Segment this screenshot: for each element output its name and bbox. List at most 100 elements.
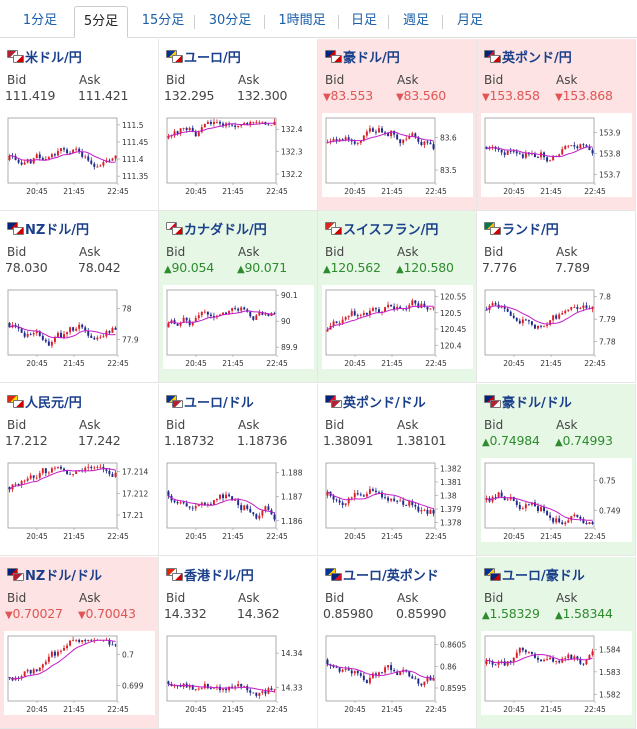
rate-card[interactable]: カナダドル/円 Bid Ask ▲90.054 ▲90.071 90.1 90 89.9 20:… xyxy=(159,211,318,383)
candle-body xyxy=(561,313,564,315)
pair-title[interactable]: スイスフラン/円 xyxy=(325,219,439,238)
candlestick-chart[interactable]: 1.382 1.381 1.38 1.379 1.378 20:45 21:45 22:45 xyxy=(322,458,473,542)
bid-label: Bid xyxy=(7,73,27,87)
candlestick-chart[interactable]: 0.75 0.749 20:45 21:45 22:45 xyxy=(481,458,632,542)
y-tick-label: 1.186 xyxy=(281,517,303,526)
rate-card[interactable]: ユーロ/豪ドル Bid Ask ▲1.58329 ▲1.58344 1.584 1.583 1… xyxy=(477,557,636,729)
pair-name[interactable]: 人民元/円 xyxy=(25,396,82,411)
pair-title[interactable]: 人民元/円 xyxy=(7,392,82,411)
pair-name[interactable]: 英ポンド/円 xyxy=(502,51,572,66)
candlestick-chart[interactable]: 14.34 14.33 20:45 21:45 22:45 xyxy=(163,631,314,715)
tab-separator xyxy=(442,15,443,29)
candlestick-chart[interactable]: 120.55 120.5 120.45 120.4 20:45 21:45 22:45 xyxy=(322,285,473,369)
rate-card[interactable]: NZドル/ドル Bid Ask ▼0.70027 ▼0.70043 0.7 0.699 20:… xyxy=(0,557,159,729)
pair-name[interactable]: 英ポンド/ドル xyxy=(343,396,426,411)
pair-name[interactable]: ユーロ/豪ドル xyxy=(502,569,585,584)
candlestick-chart[interactable]: 83.6 83.5 20:45 21:45 22:45 xyxy=(322,113,473,197)
candlestick-chart[interactable]: 132.4 132.3 132.2 20:45 21:45 22:45 xyxy=(163,113,314,197)
pair-title[interactable]: 豪ドル/円 xyxy=(325,47,400,66)
candle-body xyxy=(102,336,105,338)
x-tick-label: 21:45 xyxy=(540,187,562,196)
bid-value: 132.295 xyxy=(164,88,214,103)
flag-us-icon xyxy=(7,50,18,58)
pair-name[interactable]: 豪ドル/円 xyxy=(343,51,400,66)
candlestick-chart[interactable]: 78 77.9 20:45 21:45 22:45 xyxy=(4,285,155,369)
pair-title[interactable]: NZドル/円 xyxy=(7,219,90,238)
tab-7[interactable]: 月足 xyxy=(456,13,483,28)
candlestick-chart[interactable]: 0.8605 0.86 0.8595 20:45 21:45 22:45 xyxy=(322,631,473,715)
pair-title[interactable]: NZドル/ドル xyxy=(7,565,103,584)
candle-body xyxy=(75,328,78,331)
tab-0[interactable]: 1分足 xyxy=(22,13,58,28)
tab-1[interactable]: 5分足 xyxy=(74,6,128,38)
pair-title[interactable]: ランド/円 xyxy=(484,219,559,238)
currency-flags-icon xyxy=(166,568,183,581)
pair-name[interactable]: 米ドル/円 xyxy=(25,51,82,66)
pair-title[interactable]: ユーロ/円 xyxy=(166,47,241,66)
pair-name[interactable]: NZドル/ドル xyxy=(25,569,103,584)
candlestick-chart[interactable]: 17.214 17.212 17.21 20:45 21:45 22:45 xyxy=(4,458,155,542)
rate-card[interactable]: 人民元/円 Bid Ask 17.212 17.242 17.214 17.212 17.21… xyxy=(0,384,159,556)
ask-label: Ask xyxy=(238,245,260,259)
pair-title[interactable]: 豪ドル/ドル xyxy=(484,392,572,411)
candlestick-chart[interactable]: 1.188 1.187 1.186 20:45 21:45 22:45 xyxy=(163,458,314,542)
pair-title[interactable]: 米ドル/円 xyxy=(7,47,82,66)
pair-name[interactable]: ユーロ/ドル xyxy=(184,396,254,411)
candle-body xyxy=(335,667,338,669)
candlestick-chart[interactable]: 153.9 153.8 153.7 20:45 21:45 22:45 xyxy=(481,113,632,197)
candlestick-chart[interactable]: 111.5 111.45 111.4 111.35 20:45 21:45 22:45 xyxy=(4,113,155,197)
pair-title[interactable]: 英ポンド/円 xyxy=(484,47,572,66)
pair-name[interactable]: 香港ドル/円 xyxy=(184,569,254,584)
tab-4[interactable]: 1時間足 xyxy=(278,13,326,28)
pair-title[interactable]: ユーロ/豪ドル xyxy=(484,565,585,584)
tab-3[interactable]: 30分足 xyxy=(208,13,252,28)
candle-body xyxy=(512,151,515,153)
rate-card[interactable]: 香港ドル/円 Bid Ask 14.332 14.362 14.34 14.33 20:45 2… xyxy=(159,557,318,729)
rate-card[interactable]: ユーロ/円 Bid Ask 132.295 132.300 132.4 132.3 132.2… xyxy=(159,39,318,211)
rate-card[interactable]: NZドル/円 Bid Ask 78.030 78.042 78 77.9 20:45 21:45… xyxy=(0,211,159,383)
rate-card[interactable]: 豪ドル/ドル Bid Ask ▲0.74984 ▲0.74993 0.75 0.749 20:… xyxy=(477,384,636,556)
rate-card[interactable]: 米ドル/円 Bid Ask 111.419 111.421 111.5 111.45 111.… xyxy=(0,39,159,211)
pair-name[interactable]: NZドル/円 xyxy=(25,223,90,238)
candle-body xyxy=(47,472,50,474)
candle-body xyxy=(390,130,393,137)
candle-body xyxy=(252,512,255,515)
pair-name[interactable]: カナダドル/円 xyxy=(184,223,267,238)
rate-card[interactable]: 英ポンド/円 Bid Ask ▼153.858 ▼153.868 153.9 153.8 15… xyxy=(477,39,636,211)
pair-title[interactable]: ユーロ/ドル xyxy=(166,392,254,411)
pair-name[interactable]: ランド/円 xyxy=(502,223,559,238)
pair-title[interactable]: カナダドル/円 xyxy=(166,219,267,238)
pair-name[interactable]: スイスフラン/円 xyxy=(343,223,439,238)
pair-name[interactable]: ユーロ/円 xyxy=(184,51,241,66)
tab-2[interactable]: 15分足 xyxy=(141,13,185,28)
candle-body xyxy=(212,687,215,689)
candlestick-chart[interactable]: 1.584 1.583 1.582 20:45 21:45 22:45 xyxy=(481,631,632,715)
pair-title[interactable]: 英ポンド/ドル xyxy=(325,392,426,411)
y-tick-label: 120.4 xyxy=(440,341,462,350)
bid-price: 17.212 xyxy=(5,433,48,448)
pair-title[interactable]: ユーロ/英ポンド xyxy=(325,565,439,584)
x-tick-label: 21:45 xyxy=(381,359,403,368)
candlestick-chart[interactable]: 0.7 0.699 20:45 21:45 22:45 xyxy=(4,631,155,715)
rate-card[interactable]: ユーロ/ドル Bid Ask 1.18732 1.18736 1.188 1.187 1.18… xyxy=(159,384,318,556)
rate-card[interactable]: ユーロ/英ポンド Bid Ask 0.85980 0.85990 0.8605 0.86 0.… xyxy=(318,557,477,729)
rate-card[interactable]: 英ポンド/ドル Bid Ask 1.38091 1.38101 1.382 1.381 1.3… xyxy=(318,384,477,556)
rate-card[interactable]: 豪ドル/円 Bid Ask ▼83.553 ▼83.560 83.6 83.5 20:45 21… xyxy=(318,39,477,211)
candlestick-chart[interactable]: 7.8 7.79 7.78 20:45 21:45 22:45 xyxy=(481,285,632,369)
candle-body xyxy=(414,300,417,304)
candle-body xyxy=(564,658,567,659)
tab-5[interactable]: 日足 xyxy=(350,13,377,28)
candlestick-chart[interactable]: 90.1 90 89.9 20:45 21:45 22:45 xyxy=(163,285,314,369)
pair-title[interactable]: 香港ドル/円 xyxy=(166,565,254,584)
x-tick-label: 22:45 xyxy=(425,705,447,714)
flag-gb-icon xyxy=(331,573,342,581)
candle-body xyxy=(194,131,197,137)
pair-name[interactable]: ユーロ/英ポンド xyxy=(343,569,439,584)
candle-body xyxy=(108,470,111,475)
tab-6[interactable]: 週足 xyxy=(402,13,429,28)
rate-card[interactable]: ランド/円 Bid Ask 7.776 7.789 7.8 7.79 7.78 20:45 21:… xyxy=(477,211,636,383)
pair-name[interactable]: 豪ドル/ドル xyxy=(502,396,572,411)
rate-card[interactable]: スイスフラン/円 Bid Ask ▲120.562 ▲120.580 120.55 120.… xyxy=(318,211,477,383)
candle-body xyxy=(417,137,420,142)
candle-body xyxy=(423,303,426,308)
